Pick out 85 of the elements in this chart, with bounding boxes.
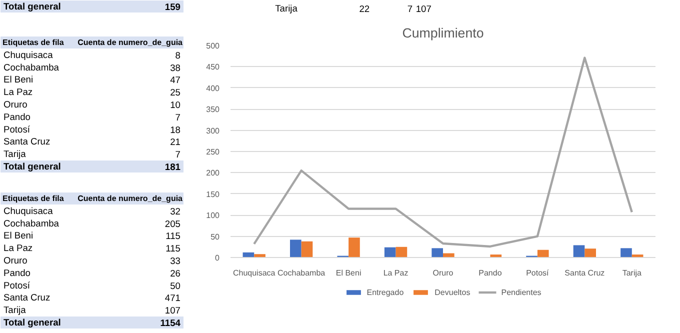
data-label: 33	[170, 256, 181, 266]
text: 1154	[160, 318, 182, 328]
bar	[573, 245, 585, 258]
y-tick-label: 50	[210, 232, 220, 242]
category-label: El Beni	[4, 230, 34, 241]
y-tick-label: 250	[206, 148, 220, 156]
category-label: Santa Cruz	[4, 292, 50, 303]
y-tick-label: 150	[206, 190, 220, 199]
y-tick-label: 450	[206, 62, 220, 72]
category-label: Santa Cruz	[4, 136, 50, 147]
data-label: 38	[170, 62, 181, 73]
bar	[348, 238, 360, 258]
data-label: 471	[164, 293, 181, 304]
bar	[290, 240, 302, 258]
x-tick-label: Cochabamba	[278, 268, 326, 278]
bar	[301, 241, 313, 258]
y-tick-label: 500	[206, 42, 220, 50]
bar	[384, 247, 396, 258]
category-label: Cochabamba	[4, 218, 60, 228]
category-label: Chuquisaca	[4, 206, 54, 216]
category-label: Chuquisaca	[4, 50, 54, 60]
bar	[620, 248, 632, 258]
text: Etiquetas de fila	[2, 38, 64, 47]
bar	[432, 248, 443, 258]
text: Cuenta de numero_de_guia	[78, 194, 184, 203]
x-tick-label: Chuquisaca	[232, 268, 276, 278]
legend-label: Devueltos	[434, 287, 470, 297]
y-tick-label: 0	[215, 254, 220, 262]
y-tick-label: 200	[206, 168, 220, 178]
text: Total general	[4, 318, 61, 328]
text: Total general	[4, 2, 61, 12]
bar	[254, 254, 266, 258]
category-label: Oruro	[4, 100, 28, 110]
x-tick-label: Tarija	[622, 268, 642, 278]
data-label: 18	[170, 124, 181, 135]
category-label: La Paz	[4, 243, 33, 254]
legend-label: Pendientes	[501, 287, 542, 297]
x-tick-label: Pando	[478, 268, 502, 278]
data-label: 7	[175, 112, 181, 122]
text: 159	[164, 2, 181, 12]
data-label: 26	[170, 268, 181, 278]
text: Etiquetas de fila	[2, 194, 64, 203]
text: Tarija	[275, 4, 298, 14]
category-label: Potosí	[4, 280, 30, 290]
text: Cuenta de numero_de_guia	[78, 38, 184, 47]
x-tick-label: La Paz	[383, 268, 408, 278]
category-label: Potosí	[4, 124, 30, 134]
data-label: 10	[170, 100, 181, 110]
bar	[584, 248, 596, 258]
y-tick-label: 300	[206, 126, 220, 136]
text: 22	[359, 4, 370, 14]
category-label: La Paz	[4, 87, 33, 98]
y-tick-label: 400	[206, 84, 220, 93]
bar	[396, 246, 408, 258]
x-tick-label: Potosí	[526, 268, 550, 278]
line-series	[253, 56, 633, 248]
data-label: 25	[170, 88, 181, 98]
data-label: 50	[170, 280, 181, 291]
x-tick-label: Santa Cruz	[564, 268, 605, 278]
legend-label: Entregado	[366, 287, 404, 297]
data-label: 205	[164, 218, 181, 229]
x-tick-label: El Beni	[336, 268, 362, 278]
text: 181	[164, 162, 181, 172]
text: Total general	[4, 162, 61, 172]
data-label: 115	[166, 231, 181, 242]
category-label: Tarija	[4, 149, 27, 160]
data-label: 32	[170, 206, 181, 216]
x-tick-label: Oruro	[432, 268, 454, 278]
category-label: Tarija	[4, 305, 27, 316]
text: 107	[416, 4, 432, 14]
text: 7	[407, 4, 413, 14]
data-label: 7	[175, 150, 181, 160]
data-label: 115	[166, 244, 181, 254]
y-tick-label: 350	[206, 105, 220, 114]
bar	[537, 250, 549, 258]
category-label: El Beni	[4, 74, 34, 85]
chart-title: Cumplimiento	[402, 26, 484, 40]
category-label: Pando	[4, 112, 30, 122]
data-label: 107	[164, 306, 181, 316]
category-label: Cochabamba	[4, 62, 60, 72]
y-tick-label: 100	[206, 211, 220, 220]
category-label: Oruro	[4, 256, 28, 266]
data-label: 21	[170, 137, 181, 148]
data-label: 47	[170, 75, 181, 86]
data-label: 8	[175, 50, 181, 60]
